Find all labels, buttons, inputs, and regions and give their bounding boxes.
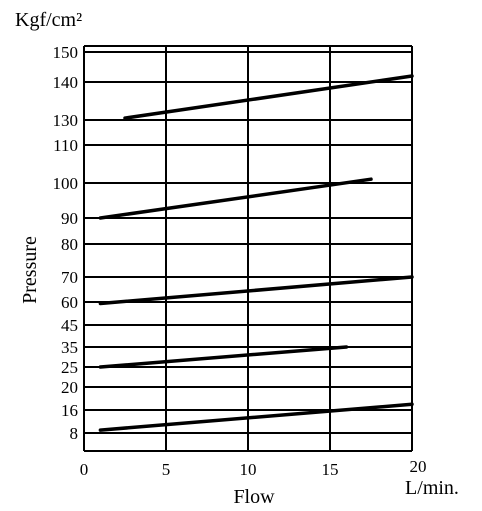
y-tick-label-70: 70 — [61, 268, 78, 287]
y-tick-label-45: 45 — [61, 316, 78, 335]
y-tick-label-16: 16 — [61, 401, 78, 420]
x-unit-label: L/min. — [405, 477, 459, 499]
grid — [83, 45, 413, 452]
x-axis-title: Flow — [233, 486, 275, 508]
x-tick-label-0: 0 — [80, 460, 89, 479]
y-tick-label-8: 8 — [70, 424, 79, 443]
y-axis-title: Pressure — [19, 236, 41, 304]
y-tick-label-90: 90 — [61, 209, 78, 228]
y-tick-label-60: 60 — [61, 293, 78, 312]
x-tick-label-5: 5 — [162, 460, 171, 479]
series-line-5 — [123, 74, 414, 120]
y-tick-label-20: 20 — [61, 378, 78, 397]
series-lines — [98, 74, 414, 432]
y-unit-label: Kgf/cm² — [15, 9, 82, 31]
y-tick-label-140: 140 — [53, 73, 79, 92]
x-tick-label-15: 15 — [322, 460, 339, 479]
series-line-1 — [98, 402, 414, 432]
y-tick-label-110: 110 — [53, 136, 78, 155]
y-tick-label-130: 130 — [53, 111, 79, 130]
y-tick-label-80: 80 — [61, 235, 78, 254]
x-tick-label-20: 20 — [410, 457, 427, 476]
y-tick-label-150: 150 — [53, 43, 79, 62]
series-line-3 — [98, 275, 414, 306]
y-tick-label-25: 25 — [61, 358, 78, 377]
series-line-2 — [98, 345, 349, 369]
y-tick-label-100: 100 — [53, 174, 79, 193]
x-tick-label-10: 10 — [240, 460, 257, 479]
x-tick-labels: 0 5 10 15 20 — [80, 457, 427, 479]
y-tick-label-35: 35 — [61, 338, 78, 357]
series-line-4 — [98, 177, 373, 220]
